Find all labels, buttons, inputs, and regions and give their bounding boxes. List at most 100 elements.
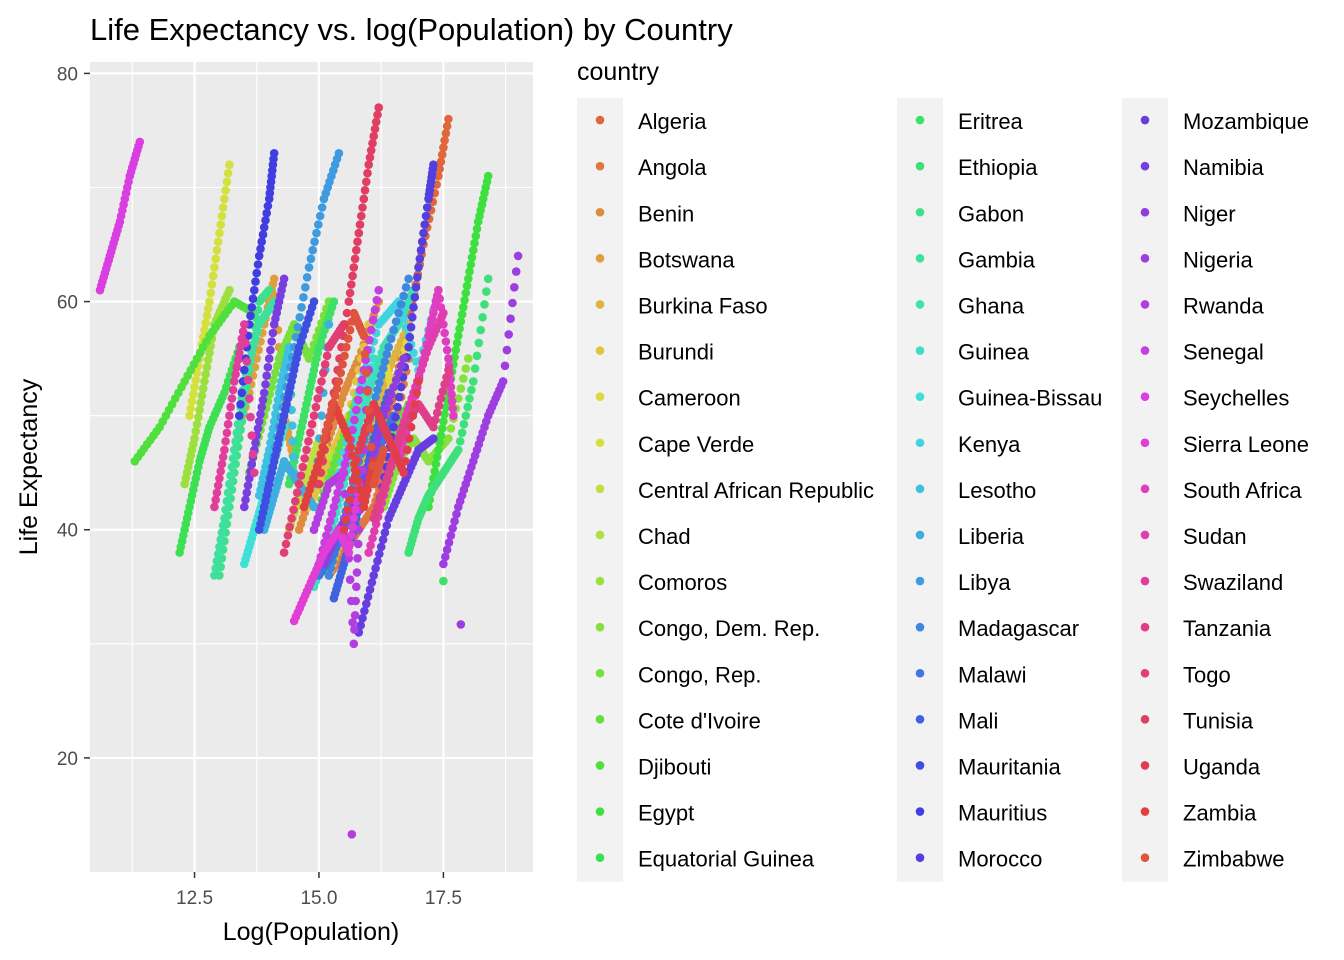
data-point (336, 368, 346, 378)
data-point (474, 338, 484, 348)
data-point (446, 424, 456, 433)
data-point (253, 260, 263, 269)
data-point (435, 294, 445, 304)
legend-label: Sierra Leone (1183, 432, 1309, 457)
y-tick-label: 60 (57, 293, 78, 314)
data-point (472, 224, 482, 234)
data-point (314, 457, 324, 466)
data-point (289, 505, 298, 515)
data-point (257, 402, 267, 412)
data-point (362, 368, 371, 378)
data-point (413, 273, 422, 282)
data-point (196, 398, 205, 408)
data-point (210, 502, 219, 512)
data-point (358, 613, 367, 623)
data-point (254, 417, 264, 426)
data-point (340, 459, 350, 469)
data-point (441, 552, 450, 562)
y-axis-title: Life Expectancy (15, 378, 43, 555)
data-point (349, 639, 359, 649)
data-point (258, 230, 268, 239)
data-point (478, 313, 487, 322)
data-point (295, 313, 305, 322)
data-point (368, 534, 377, 543)
data-point (249, 341, 258, 351)
legend-key (915, 576, 925, 586)
data-point (472, 351, 482, 361)
data-point (218, 521, 228, 530)
data-point (299, 293, 308, 302)
data-point (465, 267, 474, 276)
data-point (442, 545, 452, 554)
data-point (356, 621, 366, 630)
data-point (386, 390, 396, 399)
data-point (386, 334, 396, 344)
data-point (306, 254, 316, 264)
data-point (461, 288, 471, 298)
data-point (347, 531, 356, 540)
data-point (309, 502, 319, 512)
data-point (256, 244, 265, 254)
data-point (283, 531, 293, 540)
data-point (269, 375, 278, 385)
legend-label: South Africa (1183, 478, 1302, 503)
data-point (215, 474, 224, 483)
data-point (396, 361, 406, 371)
data-point (296, 471, 306, 480)
data-point (221, 437, 230, 446)
data-point (414, 377, 423, 386)
data-point (389, 325, 398, 335)
data-point (211, 495, 220, 505)
legend-key (1140, 622, 1150, 632)
data-point (375, 549, 384, 559)
data-point (135, 137, 145, 147)
data-point (420, 220, 430, 229)
legend-label: Kenya (958, 432, 1021, 457)
data-point (364, 405, 374, 415)
data-point (232, 428, 242, 438)
legend-key (595, 207, 605, 217)
data-point (441, 337, 451, 346)
legend-label: Rwanda (1183, 293, 1264, 318)
data-point (412, 388, 422, 398)
data-point (228, 454, 238, 463)
data-point (449, 411, 458, 421)
data-point (233, 419, 243, 429)
data-point (345, 539, 355, 549)
data-point (216, 220, 225, 229)
data-point (410, 400, 420, 409)
data-point (213, 481, 223, 490)
data-point (450, 516, 459, 526)
outlier-point (439, 576, 448, 586)
data-point (399, 291, 408, 301)
data-point (208, 271, 218, 281)
data-point (408, 411, 418, 421)
data-point (362, 177, 371, 187)
data-point (266, 345, 275, 355)
data-point (215, 228, 224, 238)
data-point (440, 380, 449, 389)
data-point (359, 194, 369, 204)
data-point (416, 245, 426, 255)
legend-label: Mauritania (958, 754, 1061, 779)
data-point (220, 514, 229, 523)
legend-key (595, 576, 605, 586)
legend-label: Chad (638, 524, 691, 549)
data-point (285, 522, 295, 532)
data-point (223, 419, 233, 429)
data-point (248, 449, 258, 459)
legend-label: Cameroon (638, 386, 741, 411)
chart-title: Life Expectancy vs. log(Population) by C… (90, 12, 733, 47)
data-point (442, 345, 452, 355)
data-point (436, 157, 446, 167)
data-point (212, 556, 222, 566)
x-axis-title: Log(Population) (223, 918, 400, 946)
data-point (334, 149, 344, 158)
data-point (213, 237, 223, 246)
data-point (352, 468, 361, 478)
data-point (241, 495, 250, 505)
data-point (353, 554, 362, 563)
data-point (259, 223, 269, 232)
legend-key (595, 715, 605, 724)
legend-label: Central African Republic (638, 478, 874, 503)
